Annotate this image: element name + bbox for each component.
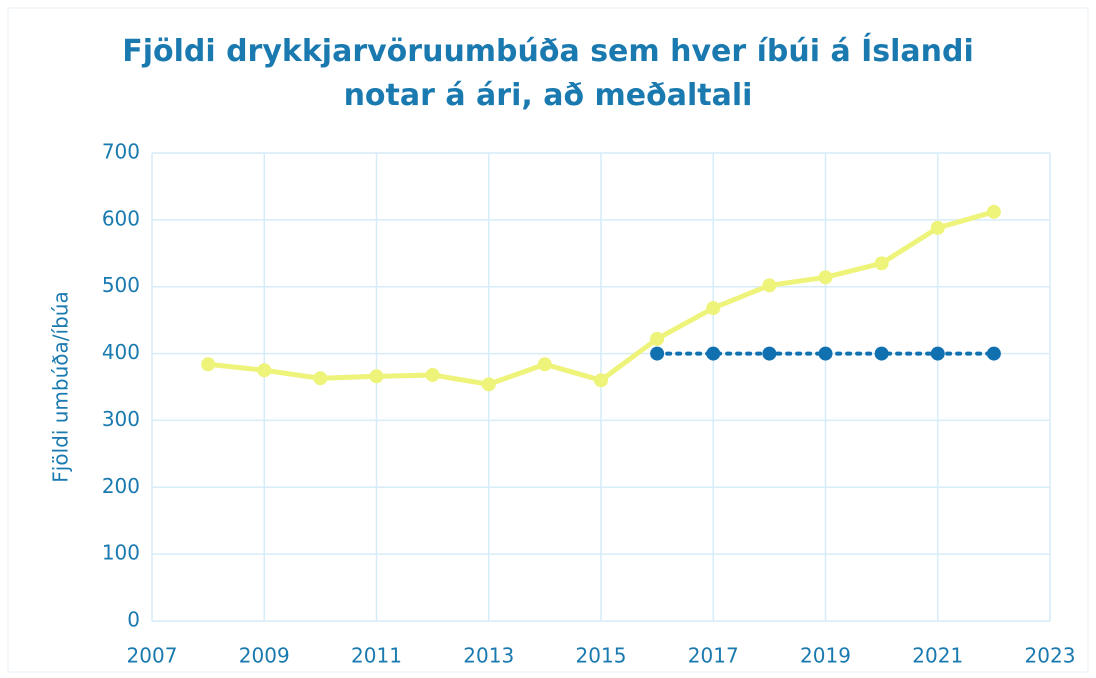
data-point	[257, 363, 272, 378]
chart-border	[7, 7, 1089, 673]
data-point	[706, 301, 721, 316]
data-point	[818, 270, 833, 285]
data-point	[425, 367, 440, 382]
x-tick-label: 2019	[800, 644, 851, 668]
data-point	[762, 346, 777, 361]
x-tick-label: 2013	[463, 644, 514, 668]
data-point	[874, 346, 889, 361]
data-point	[201, 357, 216, 372]
y-tick-label: 400	[102, 340, 140, 364]
x-tick-label: 2015	[576, 644, 627, 668]
x-tick-label: 2023	[1025, 644, 1076, 668]
chart-title: Fjöldi drykkjarvöruumbúða sem hver íbúi …	[122, 34, 974, 113]
y-tick-label: 700	[102, 140, 140, 164]
y-tick-label: 500	[102, 273, 140, 297]
data-point	[986, 346, 1001, 361]
data-point	[650, 331, 665, 346]
data-point	[706, 346, 721, 361]
data-point	[594, 373, 608, 388]
data-point	[369, 369, 384, 384]
y-tick-label: 0	[127, 608, 140, 632]
y-tick-label: 300	[102, 407, 140, 431]
data-point	[818, 346, 833, 361]
data-point	[537, 357, 552, 372]
data-point	[874, 256, 889, 271]
data-point	[930, 220, 945, 235]
x-tick-label: 2021	[912, 644, 963, 668]
y-tick-label: 200	[102, 474, 140, 498]
data-point	[481, 377, 496, 392]
y-axis-label: Fjöldi umbúða/íbúa	[49, 291, 73, 482]
y-tick-label: 100	[102, 541, 140, 565]
x-tick-label: 2009	[239, 644, 290, 668]
data-point	[930, 346, 945, 361]
data-point	[986, 204, 1001, 219]
data-point	[650, 346, 665, 361]
y-tick-label: 600	[102, 206, 140, 230]
x-tick-label: 2011	[351, 644, 402, 668]
x-tick-label: 2017	[688, 644, 739, 668]
x-tick-label: 2007	[127, 644, 178, 668]
data-point	[762, 278, 777, 293]
data-point	[313, 371, 328, 386]
